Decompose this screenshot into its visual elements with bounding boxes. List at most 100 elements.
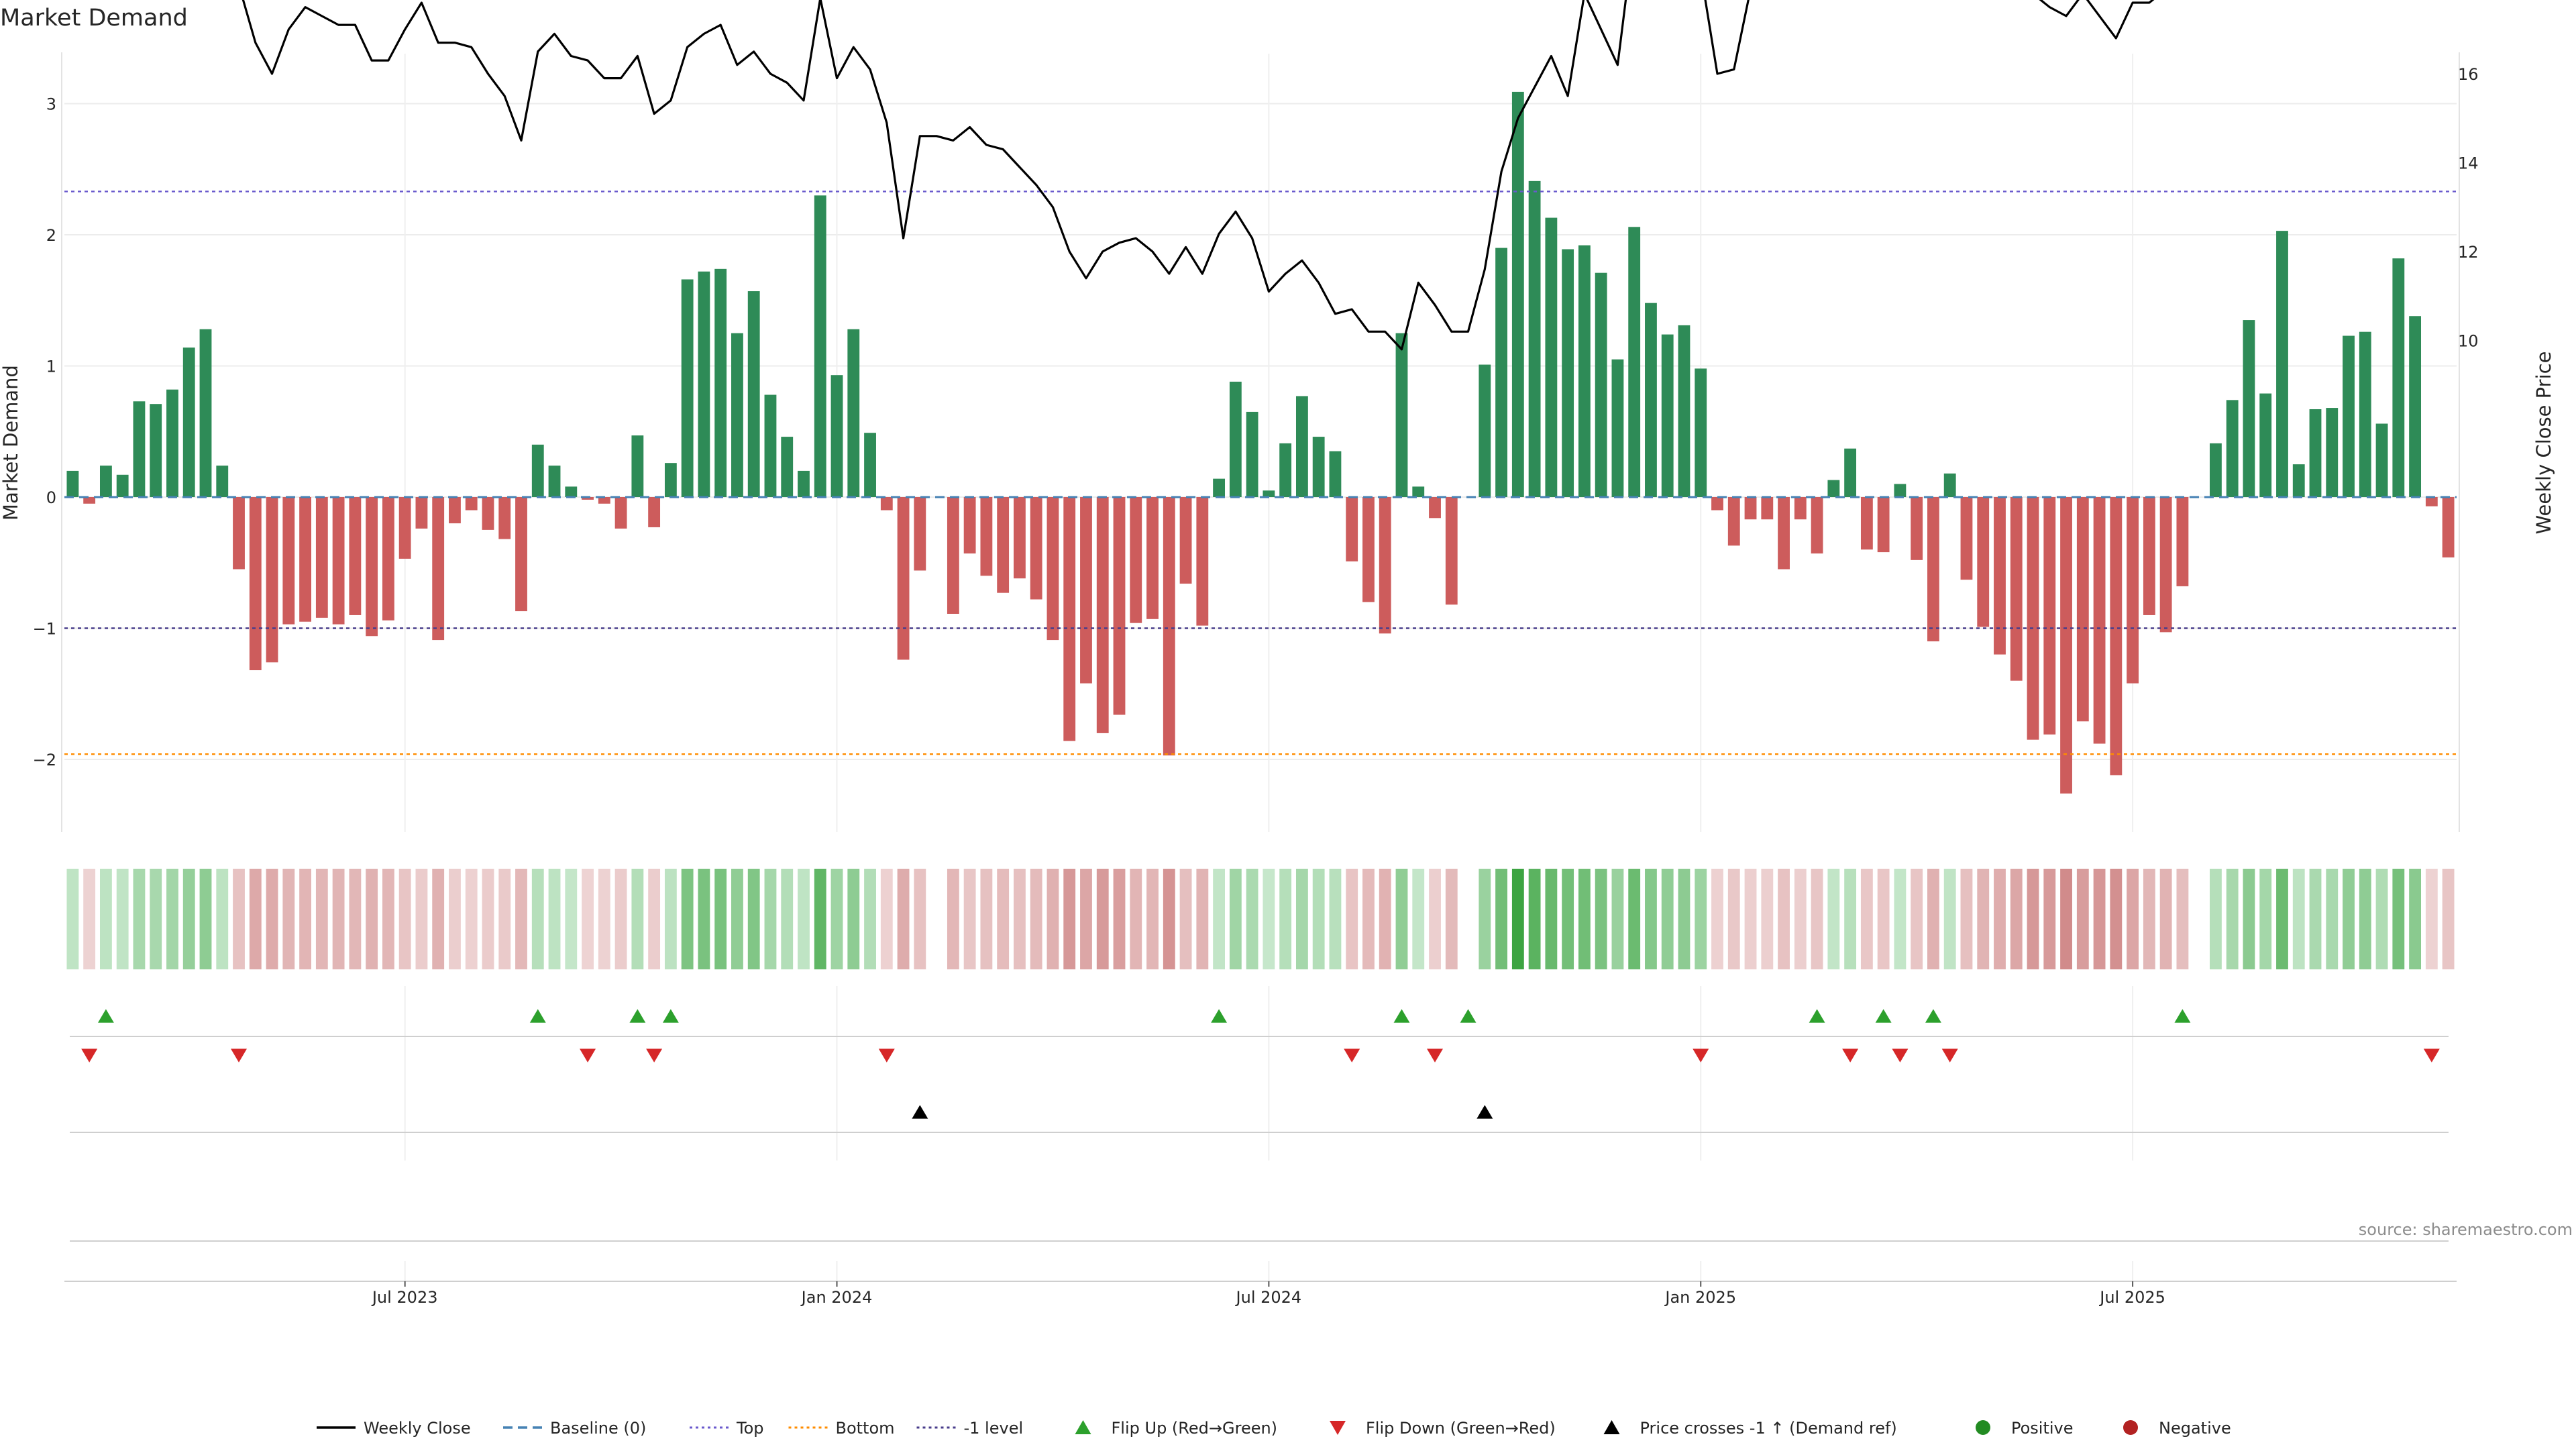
- heatmap-cell: [315, 869, 328, 969]
- reference-lines: [64, 191, 2457, 755]
- heatmap-cell: [997, 869, 1010, 969]
- heatmap-cell: [1761, 869, 1774, 969]
- heatmap-cell: [1661, 869, 1674, 969]
- demand-bar: [531, 444, 544, 497]
- heatmap-cell: [598, 869, 610, 969]
- demand-bar: [2226, 400, 2239, 497]
- demand-bar: [233, 497, 245, 570]
- demand-bar: [731, 333, 743, 497]
- demand-bar: [2375, 423, 2388, 497]
- x-tick-label: Jul 2023: [371, 1288, 438, 1307]
- demand-bar: [1911, 497, 1923, 560]
- heatmap-cell: [648, 869, 661, 969]
- y2-tick-label: 14: [2458, 154, 2479, 173]
- heatmap-cell: [798, 869, 810, 969]
- demand-bar: [1279, 443, 1292, 497]
- heatmap-cell: [233, 869, 245, 969]
- heatmap-cell: [1063, 869, 1076, 969]
- demand-bar: [2010, 497, 2023, 681]
- heatmap-cell: [747, 869, 760, 969]
- heatmap-cell: [1977, 869, 1990, 969]
- heatmap-cell: [1279, 869, 1292, 969]
- demand-bar: [1329, 451, 1342, 497]
- y-tick-label: 2: [46, 226, 56, 245]
- flip-up-marker: [97, 1009, 114, 1023]
- heatmap-cell: [1511, 869, 1524, 969]
- demand-bar: [1196, 497, 1209, 626]
- heatmap-cell: [1894, 869, 1907, 969]
- demand-bar: [1096, 497, 1109, 733]
- demand-bar: [2392, 258, 2405, 497]
- demand-bar: [2210, 443, 2222, 497]
- demand-bar: [2425, 497, 2438, 506]
- flip-down-marker: [231, 1049, 248, 1063]
- demand-bar: [166, 389, 178, 497]
- demand-bar: [781, 437, 794, 497]
- demand-bar: [2043, 497, 2056, 735]
- heatmap-cell: [1479, 869, 1491, 969]
- flip-up-marker: [1809, 1009, 1825, 1023]
- heatmap-cell: [2076, 869, 2089, 969]
- heatmap-cell: [664, 869, 677, 969]
- heatmap-cell: [731, 869, 743, 969]
- demand-bar: [1080, 497, 1092, 684]
- demand-bar: [2110, 497, 2123, 775]
- y-tick-label: 1: [46, 358, 56, 376]
- y2-tick-label: 16: [2458, 65, 2479, 84]
- heatmap-cell: [980, 869, 993, 969]
- heatmap-cell: [963, 869, 976, 969]
- heatmap-cell: [2359, 869, 2371, 969]
- y-tick-label: 0: [46, 488, 56, 507]
- demand-bar: [1960, 497, 1973, 580]
- demand-bar: [1595, 272, 1607, 497]
- heatmap-cell: [1196, 869, 1209, 969]
- heatmap-cell: [415, 869, 428, 969]
- demand-bar: [182, 347, 195, 497]
- demand-bar: [1229, 381, 1242, 497]
- demand-bar: [1445, 497, 1458, 605]
- heatmap-cell: [1711, 869, 1723, 969]
- heatmap-cell: [299, 869, 311, 969]
- heatmap-cell: [1146, 869, 1159, 969]
- demand-bar: [99, 466, 112, 497]
- heatmap-cell: [714, 869, 727, 969]
- heatmap-cell: [1113, 869, 1126, 969]
- heatmap-cell: [199, 869, 212, 969]
- demand-bar: [498, 497, 511, 539]
- heatmap-cell: [2292, 869, 2305, 969]
- heatmap-cell: [614, 869, 627, 969]
- flip-down-marker: [1892, 1049, 1909, 1063]
- demand-bar: [1528, 180, 1541, 497]
- heatmap-cell: [150, 869, 162, 969]
- demand-bar: [698, 271, 710, 497]
- flip-up-marker: [529, 1009, 546, 1023]
- demand-bar: [1744, 497, 1757, 520]
- legend-label: Negative: [2159, 1419, 2231, 1438]
- demand-bar: [1794, 497, 1807, 520]
- heatmap-cell: [349, 869, 362, 969]
- heatmap-cell: [482, 869, 494, 969]
- heatmap-cell: [2409, 869, 2422, 969]
- flip-up-marker: [1460, 1009, 1477, 1023]
- heatmap-cell: [781, 869, 794, 969]
- demand-bar: [1562, 249, 1574, 497]
- event-markers: [64, 1009, 2457, 1282]
- heatmap-cell: [1911, 869, 1923, 969]
- demand-bar: [947, 497, 959, 614]
- demand-bar: [2027, 497, 2039, 740]
- heatmap-cell: [1130, 869, 1142, 969]
- heatmap-cell: [1927, 869, 1939, 969]
- heatmap-cell: [1445, 869, 1458, 969]
- demand-bar: [2243, 320, 2255, 497]
- demand-bar: [2259, 393, 2272, 497]
- demand-bar: [1727, 497, 1740, 546]
- legend: Weekly Close Baseline (0) Top Bottom -1 leve…: [317, 1419, 2231, 1438]
- demand-bar: [2143, 497, 2155, 615]
- heatmap-cell: [764, 869, 777, 969]
- heatmap-cell: [880, 869, 893, 969]
- heatmap-cell: [1346, 869, 1358, 969]
- demand-bar: [864, 433, 876, 497]
- demand-bar: [2093, 497, 2106, 744]
- flip-up-marker: [629, 1009, 646, 1023]
- heatmap-cell: [631, 869, 644, 969]
